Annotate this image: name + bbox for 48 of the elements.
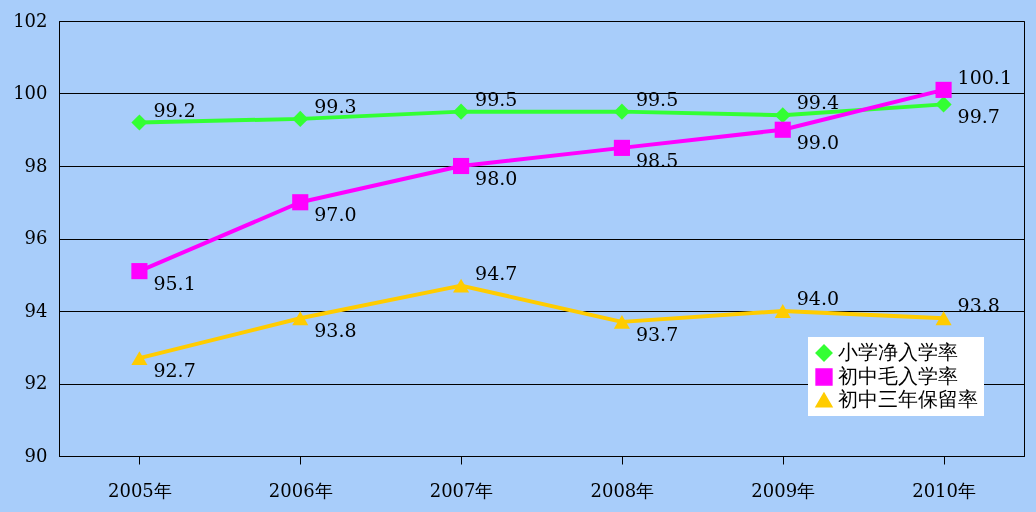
point: [935, 81, 952, 98]
point: [131, 114, 148, 131]
data-label: 100.1: [957, 65, 1012, 88]
y-tick-label: 94: [24, 299, 48, 321]
point: [613, 139, 630, 156]
point: [774, 304, 791, 318]
point: [292, 311, 309, 326]
data-label: 99.0: [796, 130, 840, 153]
point: [613, 103, 630, 120]
point: [453, 157, 470, 175]
point: [453, 278, 470, 293]
x-tick-label: 2008年: [590, 479, 655, 501]
point: [935, 311, 952, 326]
x-tick-label: 2005年: [108, 479, 172, 501]
y-tick-label: 92: [24, 372, 48, 393]
x-tick-label: 2009年: [751, 479, 816, 501]
y-tick-label: 98: [24, 154, 48, 176]
data-label: 95.1: [153, 272, 196, 295]
point: [935, 96, 952, 113]
y-tick-label: 102: [13, 9, 48, 31]
data-label: 99.4: [796, 91, 840, 114]
x-tick-label: 2010年: [912, 479, 976, 501]
data-label: 92.7: [153, 359, 196, 382]
data-label: 97.0: [314, 203, 357, 226]
y-tick-label: 96: [24, 227, 48, 248]
data-label: 99.7: [957, 105, 1000, 128]
point: [613, 314, 630, 329]
legend-label: 小学净入学率: [838, 341, 958, 363]
data-label: 94.0: [796, 287, 840, 309]
data-label: 98.0: [475, 167, 518, 189]
data-label: 99.2: [153, 98, 196, 121]
point: [774, 121, 791, 138]
x-tick-label: 2006年: [268, 479, 333, 501]
point: [453, 103, 470, 120]
data-label: 93.7: [635, 322, 679, 345]
point: [292, 110, 309, 127]
data-label: 93.8: [314, 319, 357, 342]
data-label: 99.3: [314, 94, 357, 117]
legend-label: 初中毛入学率: [838, 365, 958, 387]
point: [131, 351, 148, 366]
data-label: 94.7: [475, 261, 518, 284]
x-tick-label: 2007年: [429, 479, 494, 501]
point: [292, 194, 309, 211]
y-tick-label: 100: [13, 82, 48, 103]
legend-label: 初中三年保留率: [838, 388, 978, 410]
y-tick-label: 90: [24, 444, 48, 466]
point: [131, 263, 148, 280]
point: [774, 107, 791, 124]
